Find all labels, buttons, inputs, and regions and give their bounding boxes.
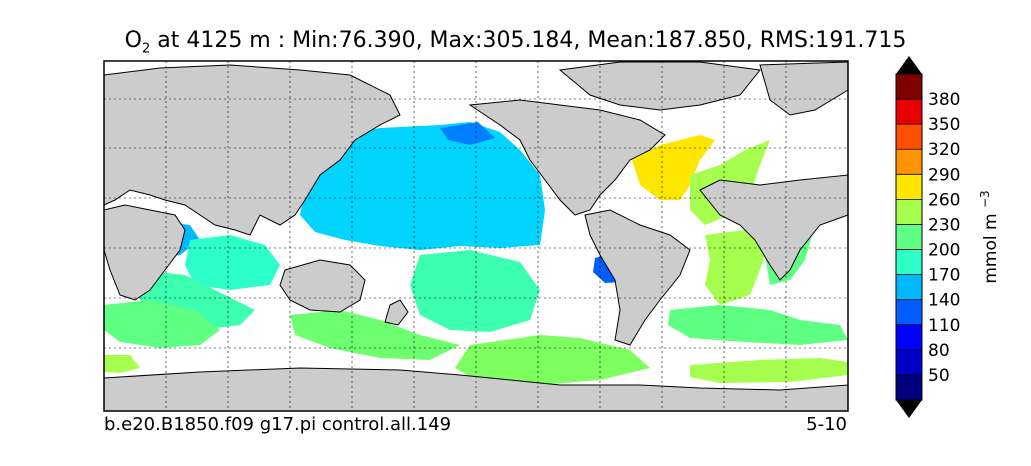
colorbar-tick-label: 290 (928, 165, 960, 185)
colorbar: 50 80 110 140 170 200 230 260 290 320 350 380 mmol m… (895, 56, 1001, 418)
land-arctic (558, 61, 761, 111)
land-africa (103, 204, 186, 301)
colorbar-tick-label: 50 (928, 366, 950, 386)
colorbar-bin (896, 174, 922, 200)
colorbar-outline (895, 73, 923, 401)
colorbar-bin (896, 324, 922, 350)
field-sw-corner (104, 355, 140, 373)
land-eurasia (103, 64, 401, 236)
colorbar-tick-label: 230 (928, 215, 960, 235)
colorbar-bin (896, 274, 922, 300)
land-australia (279, 259, 366, 313)
map-title: O2 at 4125 m : Min:76.390, Max:305.184, … (0, 28, 1031, 56)
colorbar-label-exponent: −3 (978, 190, 992, 208)
case-name: b.e20.B1850.f09 g17.pi control.all.149 (104, 414, 452, 435)
land-new-zealand (384, 299, 409, 326)
colorbar-bin (896, 199, 922, 225)
field-south-indian-green (104, 300, 220, 348)
colorbar-tick-label: 260 (928, 190, 960, 210)
field-southern-atlantic (668, 305, 848, 345)
colorbar-bin (896, 249, 922, 275)
colorbar-tick-label: 80 (928, 341, 950, 361)
title-stats: at 4125 m : Min:76.390, Max:305.184, Mea… (150, 28, 907, 53)
title-variable: O (124, 28, 142, 53)
land-south-america (584, 209, 691, 346)
title-subscript: 2 (141, 41, 151, 57)
colorbar-bin (896, 349, 922, 375)
field-north-pacific-deep (440, 122, 495, 145)
colorbar-tick-label: 110 (928, 316, 960, 336)
colorbar-tick-label: 320 (928, 140, 960, 160)
field-north-atlantic-yellow (632, 135, 715, 200)
colorbar-bin (896, 299, 922, 325)
colorbar-bin (896, 99, 922, 125)
land-north-america (468, 99, 666, 216)
year-range: 5-10 (806, 414, 847, 435)
colorbar-tick-label: 140 (928, 291, 960, 311)
colorbar-bin (896, 74, 922, 100)
colorbar-tick-label: 170 (928, 266, 960, 286)
field-indian-north (185, 235, 280, 290)
colorbar-bin (896, 124, 922, 150)
field-south-pacific-green (290, 310, 460, 360)
colorbar-tick-label: 380 (928, 90, 960, 110)
land (103, 61, 849, 412)
field-southern-ocean-south-america (455, 335, 650, 385)
gridlines (104, 61, 848, 411)
colorbar-extend-max (896, 56, 922, 74)
colorbar-tick-label: 350 (928, 115, 960, 135)
colorbar-label: mmol m −3 (978, 190, 1001, 283)
land-africa-east (699, 174, 849, 281)
colorbar-bin (896, 374, 922, 400)
field-north-pacific (300, 122, 545, 250)
field-antarctic-band (690, 358, 848, 383)
colorbar-tick-label: 200 (928, 241, 960, 261)
colorbar-bin (896, 149, 922, 175)
map-frame (103, 60, 849, 412)
field-south-atlantic-green (705, 230, 770, 305)
colorbar-extend-min (896, 400, 922, 418)
colorbar-bin (896, 224, 922, 250)
field-south-pacific (410, 250, 540, 332)
